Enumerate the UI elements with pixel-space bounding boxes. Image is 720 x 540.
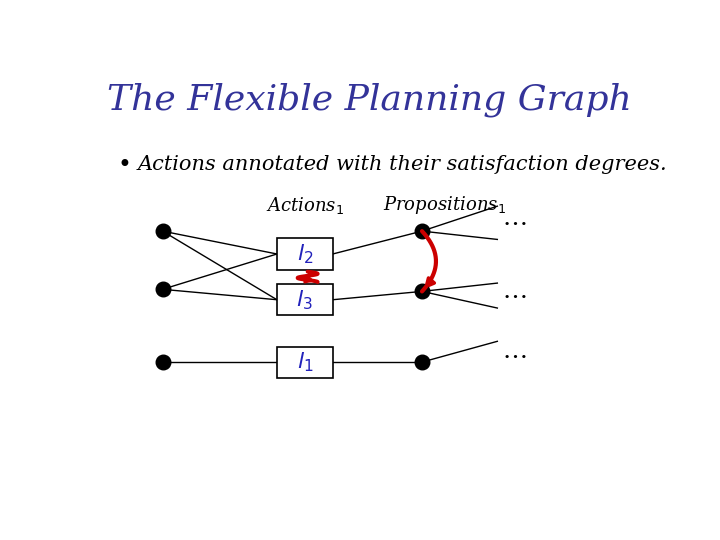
Point (416, 227, 428, 235)
Point (157, 285, 168, 294)
Text: Propositions$_1$: Propositions$_1$ (383, 193, 505, 215)
Point (157, 227, 168, 235)
FancyBboxPatch shape (277, 284, 333, 315)
Text: …: … (503, 340, 528, 363)
Text: …: … (503, 207, 528, 230)
Text: $l_1$: $l_1$ (297, 350, 313, 374)
Point (416, 358, 428, 367)
FancyBboxPatch shape (277, 238, 333, 269)
Point (157, 358, 168, 367)
Text: $l_3$: $l_3$ (297, 288, 313, 312)
Text: …: … (503, 280, 528, 303)
Point (416, 287, 428, 296)
FancyBboxPatch shape (277, 347, 333, 377)
Text: The Flexible Planning Graph: The Flexible Planning Graph (107, 83, 631, 117)
Text: $l_2$: $l_2$ (297, 242, 313, 266)
Text: Actions$_1$: Actions$_1$ (266, 194, 344, 215)
Text: •: • (118, 153, 132, 177)
Text: Actions annotated with their satisfaction degrees.: Actions annotated with their satisfactio… (138, 155, 667, 174)
